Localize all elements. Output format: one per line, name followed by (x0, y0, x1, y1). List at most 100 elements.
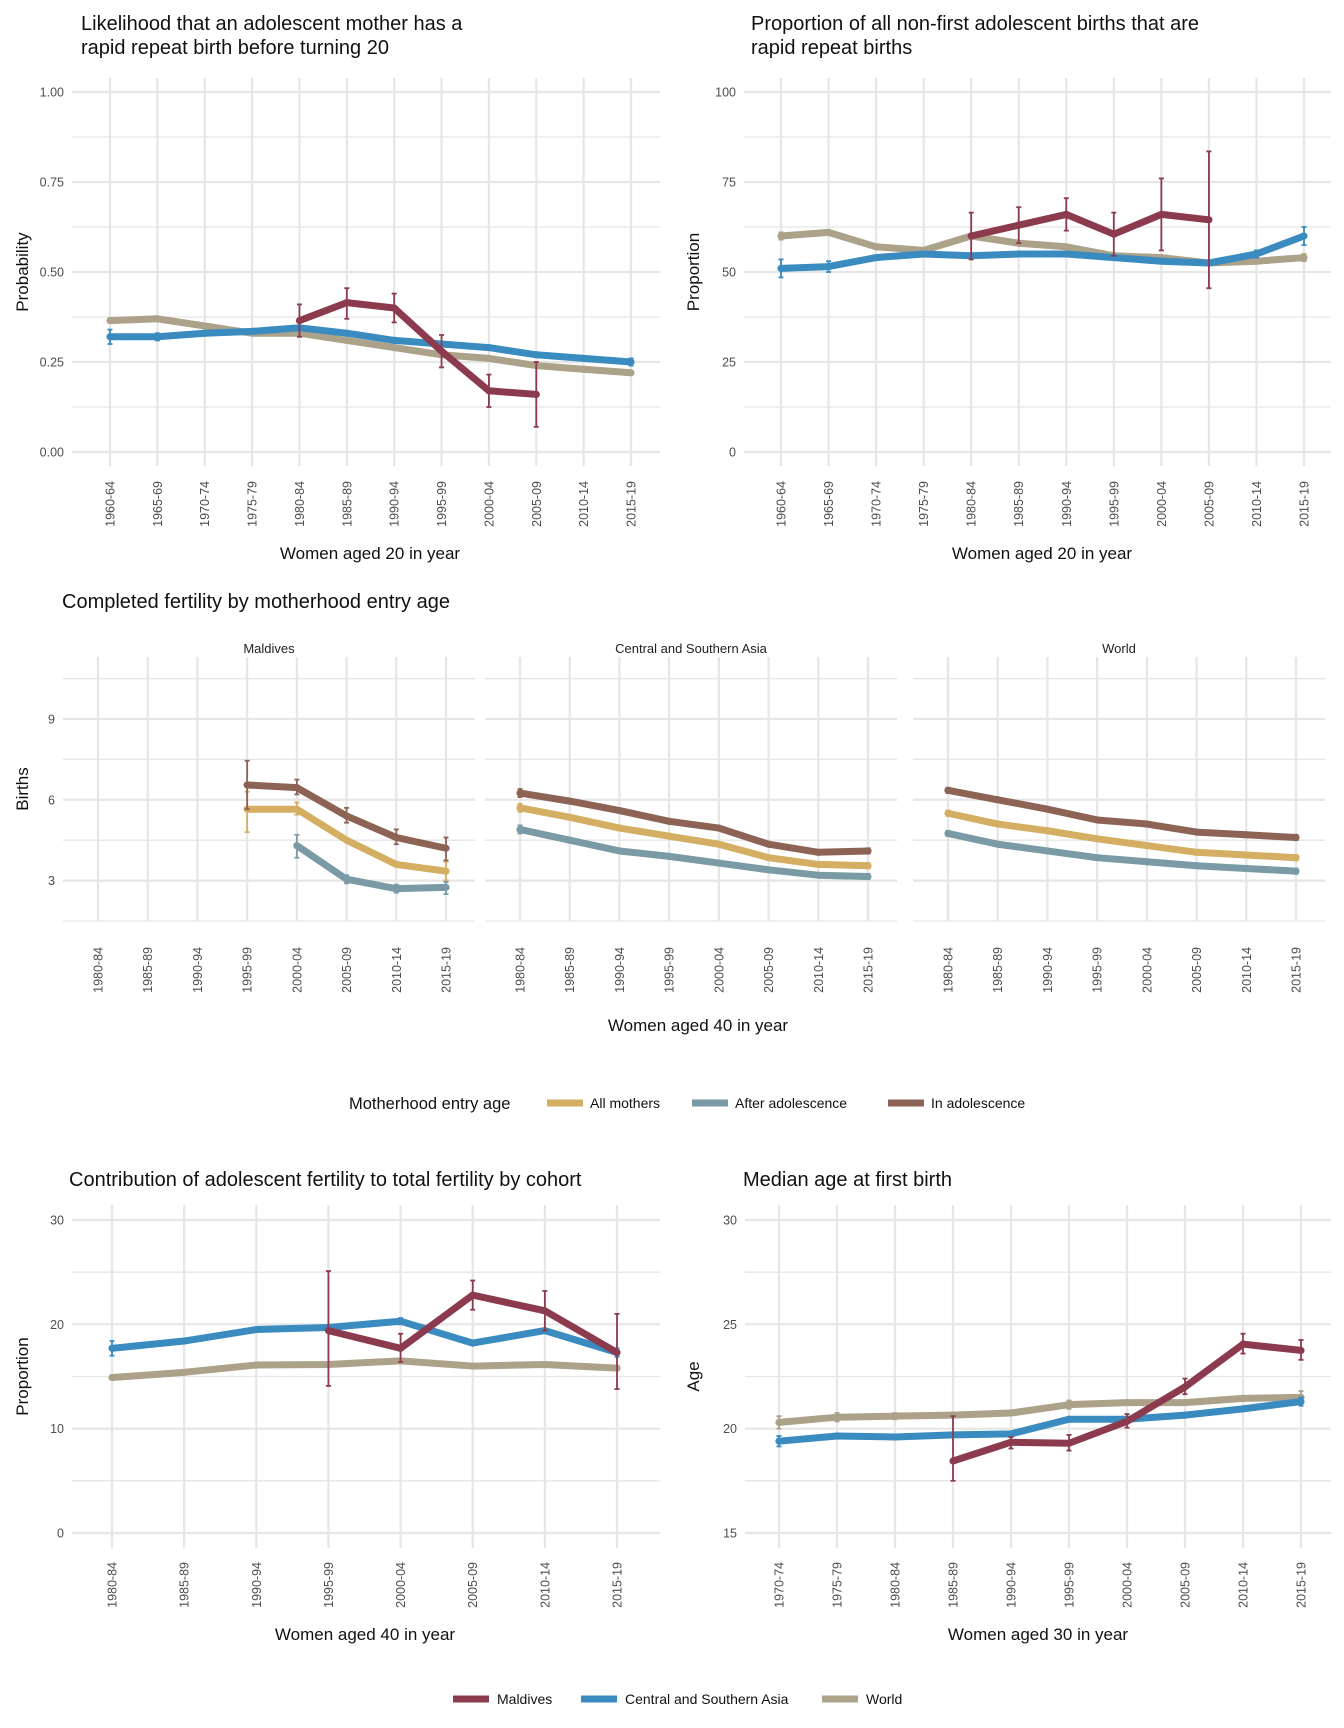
data-point (1093, 835, 1101, 843)
x-tick-label: 1960-64 (775, 481, 789, 527)
data-point (1007, 1430, 1015, 1438)
data-point (1143, 858, 1151, 866)
data-point (252, 1361, 260, 1369)
y-tick-label: 0.75 (40, 176, 64, 190)
legend-regions: Maldives Central and Southern Asia World (453, 1691, 902, 1707)
x-tick-label: 2000-04 (1155, 481, 1169, 527)
data-point (1181, 1398, 1189, 1407)
x-tick-label: 2000-04 (394, 1562, 408, 1608)
x-tick-label: 2005-09 (530, 481, 544, 527)
series-in-adolescence (944, 786, 1300, 842)
series-line (947, 809, 1297, 862)
y-axis-label: Births (13, 767, 32, 810)
series-all-mothers (944, 809, 1300, 862)
series-line (947, 786, 1297, 841)
x-tick-label: 2015-19 (1295, 1562, 1309, 1608)
y-tick-label: 0.50 (40, 266, 64, 280)
facet-maldives: Maldives 3 6 9 1980-84 1985-89 1990-94 1995-99 2… (48, 641, 475, 993)
facet-label: World (1102, 641, 1136, 656)
data-point (1143, 841, 1151, 850)
x-tick-label: 1980-84 (293, 481, 307, 527)
x-tick-label: 2005-09 (466, 1562, 480, 1608)
x-tick-label: 1995-99 (1107, 481, 1121, 527)
chart-title: Likelihood that an adolescent mother has… (81, 13, 463, 35)
data-point (566, 836, 574, 844)
data-point (390, 336, 398, 344)
x-tick-label: 1985-89 (178, 1562, 192, 1608)
chart-title: Contribution of adolescent fertility to … (69, 1169, 582, 1191)
data-point (1181, 1411, 1189, 1419)
x-axis-label: Women aged 20 in year (952, 544, 1133, 563)
x-tick-label: 1980-84 (514, 947, 528, 993)
legend-label: World (866, 1691, 902, 1707)
y-tick-label: 6 (48, 793, 55, 807)
series-line (780, 232, 1306, 272)
series-line (519, 789, 869, 856)
chart-panel-p4: Contribution of adolescent fertility to … (13, 1169, 660, 1644)
x-tick-label: 1980-84 (889, 1562, 903, 1608)
x-tick-label: 2010-14 (577, 481, 591, 527)
chart-panel-p1: Likelihood that an adolescent mother has… (13, 13, 660, 563)
chart-title: rapid repeat birth before turning 20 (81, 37, 389, 59)
y-tick-label: 25 (722, 356, 736, 370)
data-point (994, 796, 1002, 804)
x-tick-label: 1975-79 (246, 481, 260, 527)
data-point (485, 344, 493, 352)
series-line (519, 825, 869, 881)
chart-panel-p2: Proportion of all non-first adolescent b… (684, 13, 1331, 563)
x-tick-label: 1990-94 (388, 481, 402, 527)
x-tick-label: 1985-89 (340, 481, 354, 527)
data-point (764, 840, 773, 848)
plot-area: 0 10 20 30 1980-84 1985-89 1990-94 1995-99 2000-… (50, 1205, 660, 1608)
y-axis-label: Probability (13, 232, 32, 312)
plot-area: 0.00 0.25 0.50 0.75 1.00 1960-64 1965-69 1970-7… (40, 78, 660, 527)
series-after-adolescence (516, 824, 872, 881)
x-tick-label: 1975-79 (831, 1562, 845, 1608)
x-tick-label: 2015-19 (1290, 947, 1304, 993)
data-point (201, 329, 209, 337)
x-tick-label: 2005-09 (1202, 481, 1216, 527)
data-point (764, 866, 773, 874)
data-point (180, 1368, 188, 1376)
x-tick-label: 1980-84 (92, 947, 106, 993)
chart-title: Median age at first birth (743, 1169, 952, 1191)
data-point (392, 860, 400, 869)
x-tick-label: 1975-79 (917, 481, 931, 527)
facet-central-and-southern-asia: Central and Southern Asia 1980-84 1985-89 1… (485, 641, 897, 993)
y-tick-label: 50 (722, 266, 736, 280)
data-point (469, 1339, 477, 1347)
y-tick-label: 20 (723, 1422, 737, 1436)
data-point (1093, 816, 1101, 824)
x-tick-label: 2005-09 (1179, 1562, 1193, 1608)
y-tick-label: 30 (723, 1214, 737, 1228)
x-tick-label: 1985-89 (563, 947, 577, 993)
y-tick-label: 9 (48, 712, 55, 726)
data-point (153, 315, 161, 323)
x-tick-label: 2010-14 (390, 947, 404, 993)
data-point (252, 1325, 260, 1334)
data-point (920, 250, 928, 258)
x-tick-label: 1960-64 (104, 481, 118, 527)
x-tick-label: 2000-04 (1140, 947, 1154, 993)
data-point (469, 1362, 477, 1370)
data-point (1242, 851, 1250, 859)
data-point (1123, 1398, 1131, 1407)
data-point (1043, 847, 1052, 855)
data-point (1252, 257, 1261, 265)
x-tick-label: 2010-14 (1250, 481, 1264, 527)
x-tick-label: 2000-04 (1121, 1562, 1135, 1608)
series-csa (777, 226, 1308, 279)
x-tick-label: 1995-99 (1063, 1562, 1077, 1608)
x-axis-label: Women aged 30 in year (948, 1625, 1129, 1644)
x-tick-label: 1980-84 (106, 1562, 120, 1608)
x-axis-label: Women aged 20 in year (280, 544, 461, 563)
series-line (298, 299, 537, 398)
data-point (615, 824, 624, 832)
data-point (665, 817, 673, 825)
data-point (814, 848, 822, 856)
x-tick-label: 2015-19 (611, 1562, 625, 1608)
data-point (824, 228, 833, 236)
series-line (294, 842, 447, 893)
data-point (1065, 1415, 1073, 1423)
